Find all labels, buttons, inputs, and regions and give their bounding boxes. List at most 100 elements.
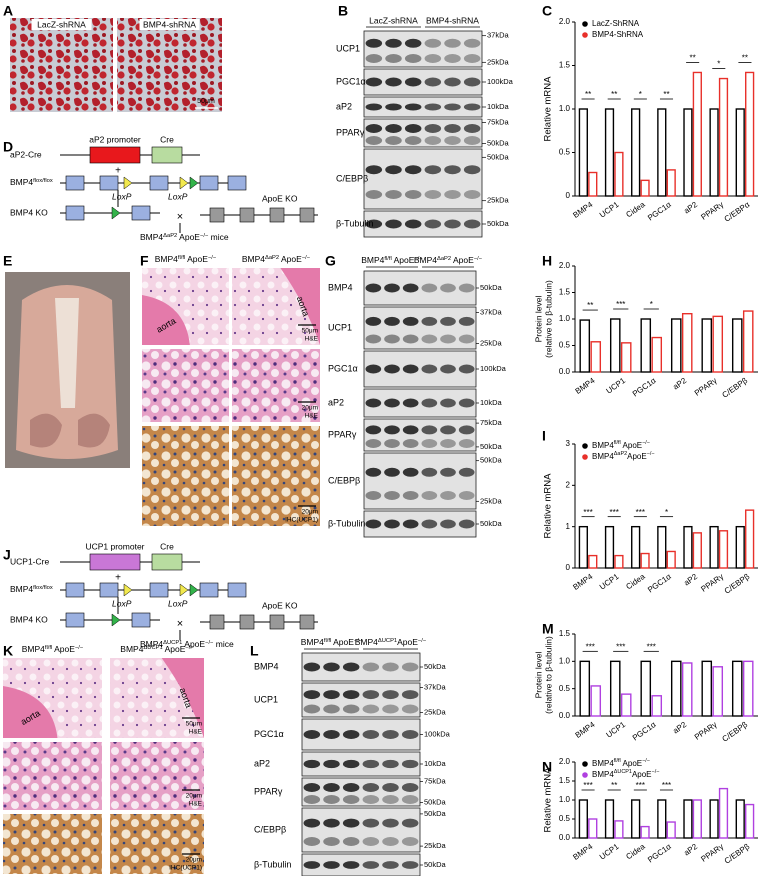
- legend-label-part: −/−: [642, 758, 650, 764]
- y-tick-label: 1: [566, 522, 571, 531]
- blot-band: [385, 124, 402, 133]
- x-tick-label: PGC1α: [646, 200, 673, 223]
- image-header: LacZ-shRNA: [37, 19, 86, 29]
- blot-header: BMP4ΔUCP1ApoE−/−: [355, 637, 427, 647]
- legend-marker: [582, 761, 588, 767]
- label-part: flox/flox: [33, 585, 53, 591]
- legend-label-part: ApoE: [627, 452, 647, 461]
- bar: [578, 525, 588, 569]
- label-part: mice: [213, 639, 234, 649]
- significance-label: ***: [616, 300, 625, 309]
- blot-band: [384, 316, 400, 326]
- significance-label: **: [585, 90, 591, 99]
- panel-label: B: [338, 3, 348, 19]
- micrograph: [110, 742, 204, 810]
- legend-label-part: BMP4: [592, 452, 614, 461]
- marker-label: 50kDa: [424, 809, 447, 818]
- bar: [588, 554, 598, 569]
- bar: [657, 799, 667, 839]
- image-header-part: ApoE: [52, 644, 75, 654]
- blot-band: [402, 364, 419, 374]
- x-tick-label: UCP1: [598, 842, 621, 862]
- y-axis-label: (relative to β-tubulin): [543, 636, 553, 714]
- x-tick-label: C/EBPβ: [721, 376, 750, 400]
- protein-label: BMP4: [328, 282, 353, 292]
- blot-band: [385, 103, 402, 111]
- blot-band: [323, 662, 340, 672]
- y-tick-label: 0.0: [559, 833, 571, 842]
- y-tick-label: 0: [566, 191, 571, 200]
- blot-band: [463, 165, 481, 175]
- panel-label: N: [542, 759, 552, 775]
- x-tick-label: C/EBPα: [723, 200, 752, 224]
- apoe-exon: [269, 614, 285, 630]
- blot-band: [362, 690, 380, 700]
- bar: [718, 77, 729, 197]
- blot-band: [458, 519, 475, 529]
- y-axis-label: Relative mRNA: [543, 767, 554, 833]
- blot-band: [458, 283, 475, 293]
- bar: [651, 695, 663, 717]
- bar: [681, 662, 693, 717]
- protein-label: C/EBPβ: [254, 824, 286, 834]
- bar: [578, 799, 588, 839]
- apoe-exon: [209, 207, 225, 223]
- blot-band: [365, 519, 382, 529]
- significance-label: ***: [616, 642, 625, 651]
- blot-band: [402, 316, 419, 326]
- apoe-exon: [299, 614, 315, 630]
- scale-label: 20μm: [186, 793, 202, 800]
- bar: [640, 825, 650, 839]
- loxp-site: [189, 176, 199, 190]
- significance-label: ***: [583, 508, 592, 517]
- image-header-part: ApoE: [279, 254, 302, 264]
- legend-label: BMP4fl/fl ApoE−/−: [592, 440, 650, 450]
- y-tick-label: 2.0: [559, 17, 571, 26]
- micrograph: [10, 18, 113, 112]
- bar: [666, 169, 676, 197]
- blot-band: [424, 103, 442, 111]
- blot-strip: [301, 777, 421, 807]
- blot-header-part: fl/fl: [324, 638, 331, 644]
- legend-marker: [582, 454, 588, 460]
- blot-band: [382, 662, 399, 672]
- blot-header-part: −/−: [474, 256, 483, 262]
- blot-band: [401, 783, 419, 792]
- blot-band: [402, 491, 419, 500]
- legend-label-part: ApoE: [621, 759, 642, 768]
- blot-band: [458, 439, 475, 448]
- cre-box: [151, 553, 183, 571]
- blot-band: [342, 795, 360, 804]
- blot-header-part: ΔaP2: [437, 256, 451, 262]
- blot-band: [444, 77, 461, 87]
- significance-label: ***: [636, 781, 645, 790]
- protein-label: C/EBPβ: [328, 475, 360, 485]
- label-part: mice: [208, 232, 229, 242]
- x-tick-label: PGC1α: [646, 572, 673, 595]
- blot-header-part: ApoE: [331, 637, 354, 647]
- x-tick-label: aP2: [671, 720, 688, 736]
- blot-band: [458, 398, 475, 408]
- bar: [604, 108, 615, 197]
- x-tick-label: aP2: [682, 200, 699, 216]
- bar: [614, 554, 624, 569]
- blot-band: [384, 364, 400, 374]
- bar: [731, 660, 743, 717]
- bar: [683, 108, 693, 197]
- micrograph: [3, 742, 102, 810]
- loxp-site: [111, 206, 121, 220]
- x-tick-label: aP2: [682, 572, 699, 588]
- y-tick-label: 1.0: [559, 795, 571, 804]
- exon: [199, 175, 219, 191]
- legend-label: BMP4-ShRNA: [592, 30, 644, 39]
- blot-band: [440, 334, 456, 344]
- blot-band: [402, 425, 419, 435]
- bar: [666, 550, 676, 569]
- protein-label: aP2: [328, 397, 344, 407]
- bar: [604, 525, 615, 569]
- legend-label-part: fl/fl: [614, 440, 621, 446]
- protein-label: β-Tubulin: [328, 518, 365, 528]
- blot-band: [365, 398, 382, 408]
- blot-band: [303, 795, 321, 804]
